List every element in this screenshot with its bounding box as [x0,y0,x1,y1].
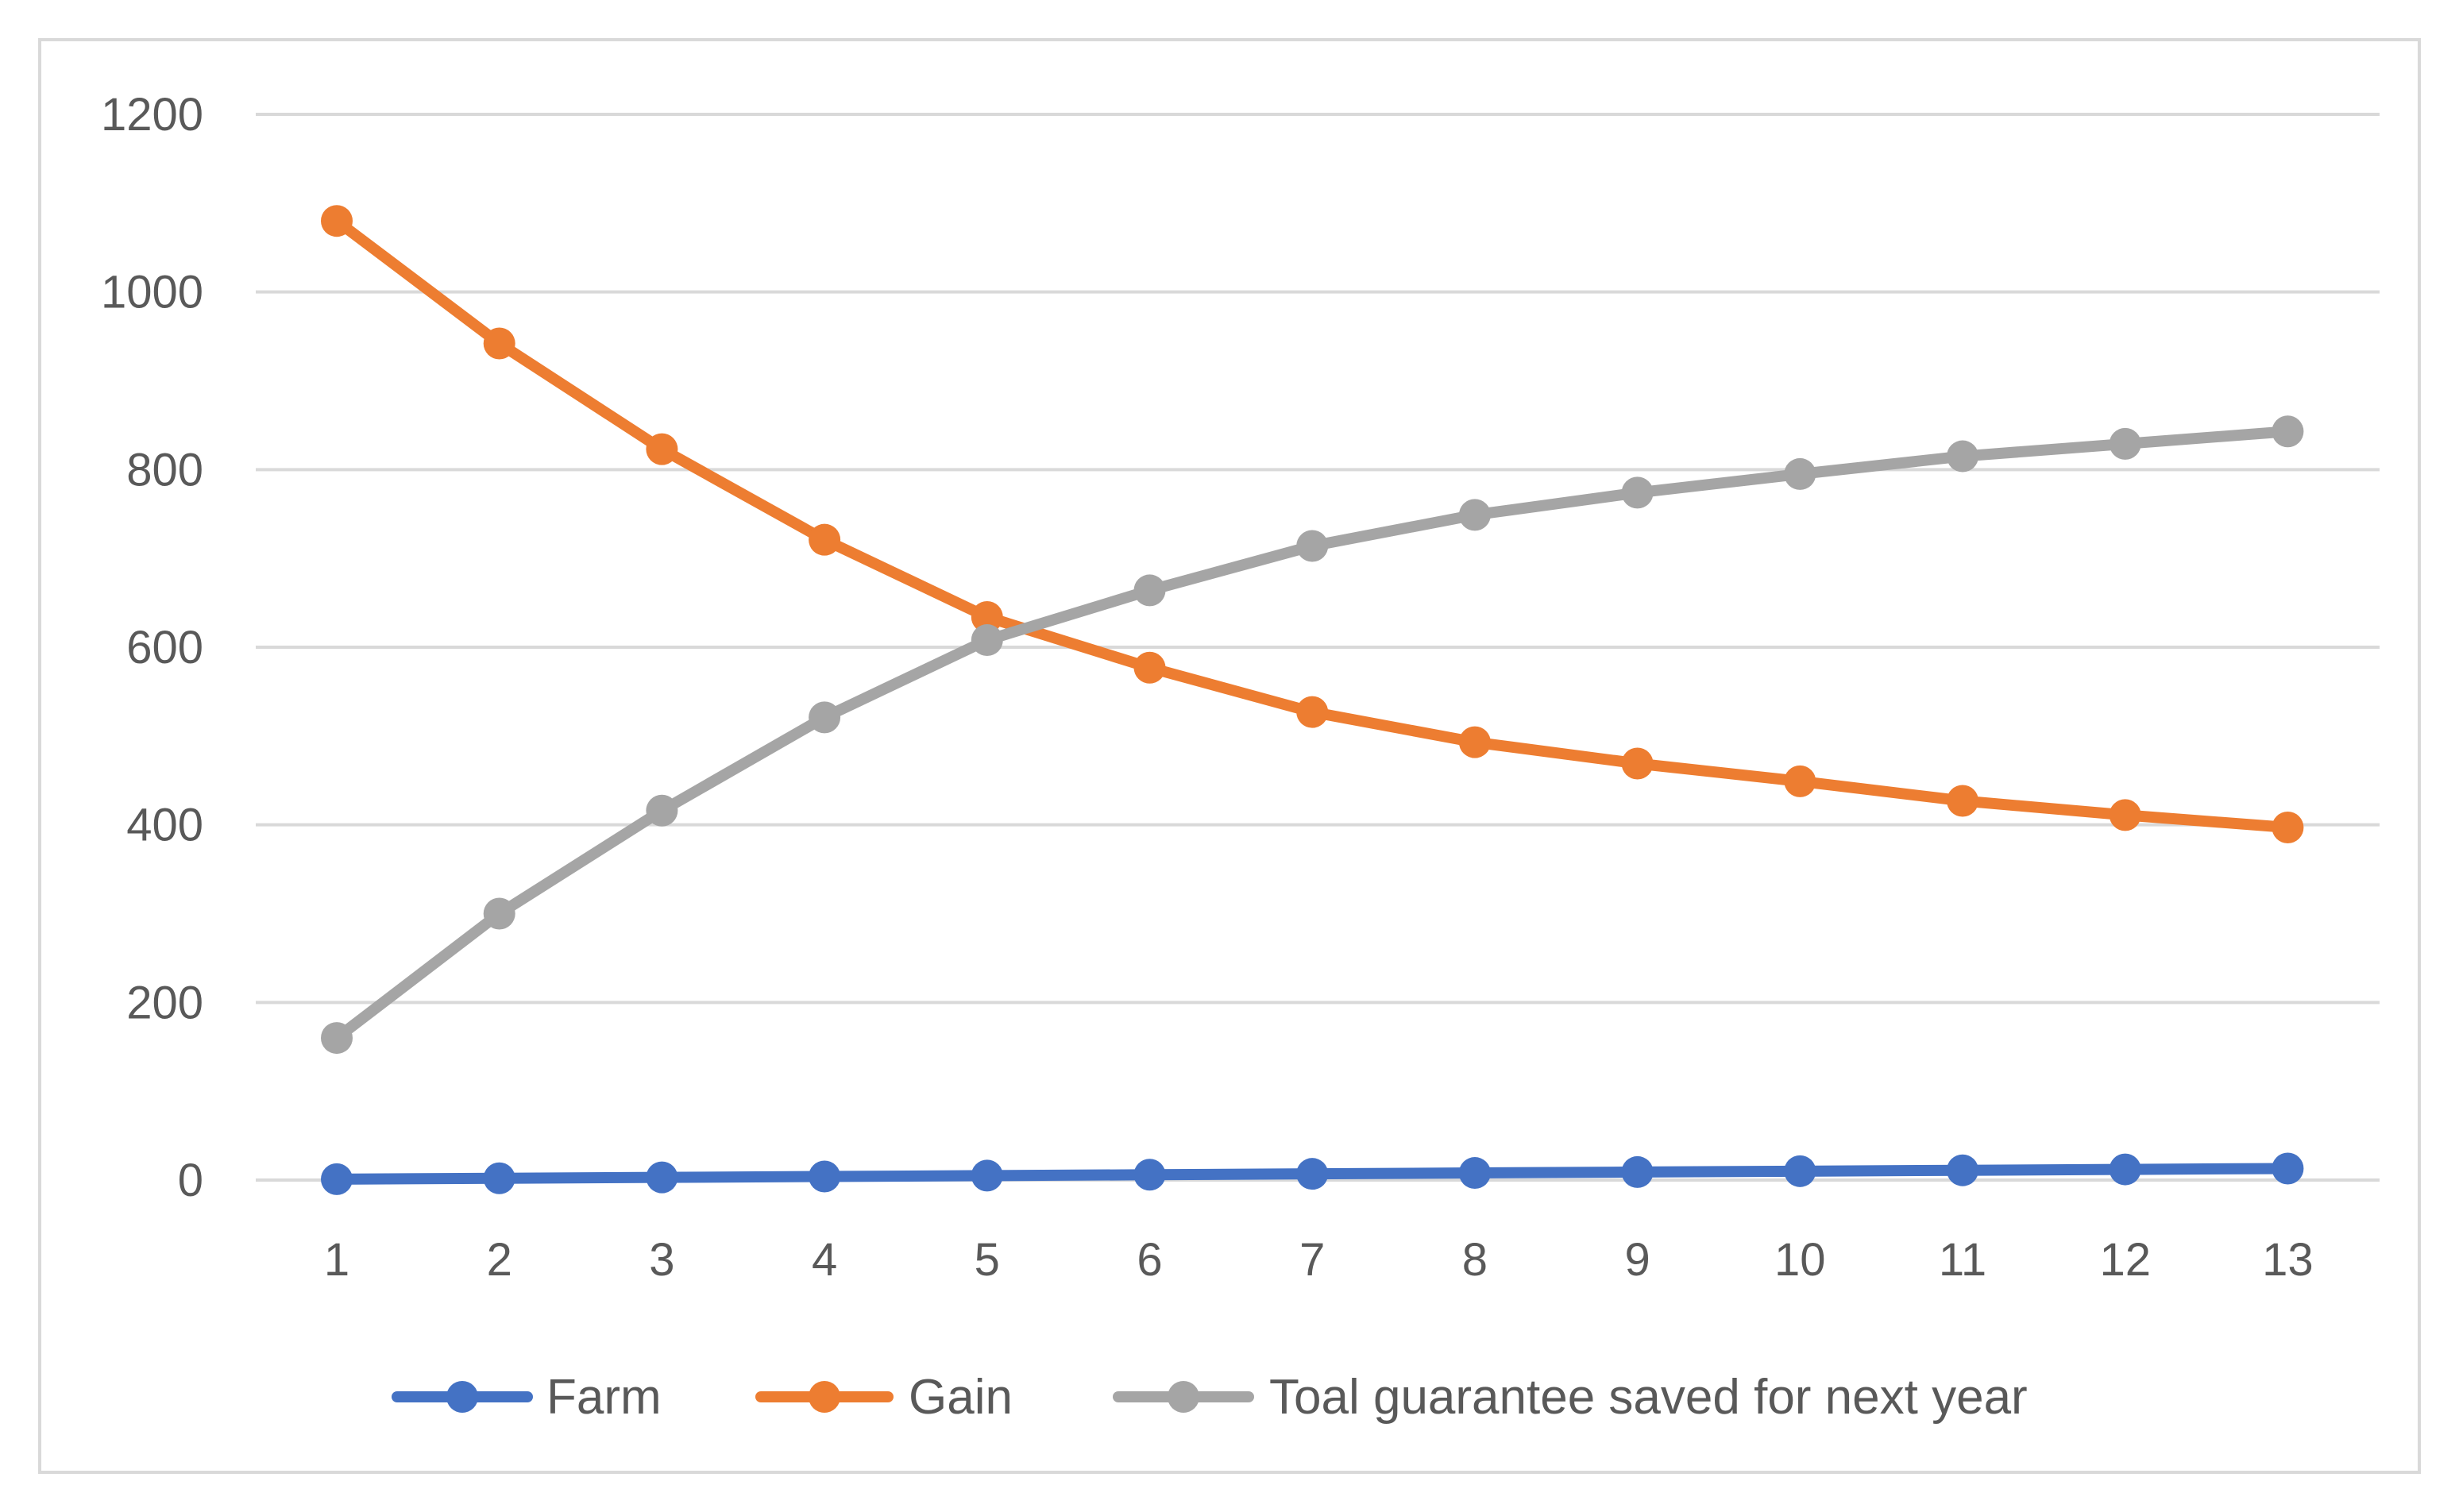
x-tick-label: 9 [1624,1234,1650,1286]
x-tick-label: 3 [649,1234,674,1286]
data-point [1784,1155,1816,1187]
data-point [1296,696,1329,728]
data-point [646,1161,678,1194]
data-point [1621,1155,1654,1188]
legend-marker [1168,1381,1199,1413]
data-point [2272,415,2304,448]
data-point [2272,812,2304,844]
y-tick-label: 200 [126,977,203,1028]
legend-item-2: Gain [755,1370,1013,1425]
legend-marker [446,1381,478,1413]
data-point [1947,785,1978,817]
y-tick-label: 1000 [101,267,203,318]
data-point [321,205,353,237]
data-point [646,794,678,827]
data-point [809,701,841,734]
x-axis-tick-labels: 1 2 3 4 5 6 7 8 9 10 11 12 13 [324,1234,2314,1286]
x-tick-label: 4 [812,1234,837,1286]
data-point [1458,1157,1491,1190]
data-point [1784,765,1816,797]
y-tick-label: 1200 [101,89,203,141]
series-line [331,215,2294,834]
y-tick-label: 600 [126,622,203,673]
chart-frame: 0 200 400 600 800 1000 1200 1 2 3 4 5 6 7 8 9 10 11 12 13 … [38,38,2421,1474]
data-point [2109,427,2141,460]
data-point [971,1159,1003,1192]
x-tick-label: 11 [1939,1234,1986,1286]
data-point [483,897,515,930]
legend-item-3: Toal guarantee saved for next year [1113,1370,2028,1425]
y-tick-label: 0 [178,1155,203,1206]
y-tick-label: 800 [126,444,203,496]
data-point [809,523,841,556]
data-point [809,1160,841,1193]
legend-label: Farm [546,1370,662,1425]
data-point [971,624,1003,657]
data-point [2109,799,2141,831]
x-tick-label: 12 [2099,1234,2151,1286]
data-point [971,600,1003,633]
data-point [2272,1152,2304,1185]
data-point [1133,651,1166,684]
data-point [1133,1159,1166,1191]
gridlines [256,113,2380,1182]
series-2 [321,205,2304,844]
x-tick-label: 6 [1137,1234,1162,1286]
data-point [483,1162,515,1194]
data-point [1296,530,1329,562]
x-tick-label: 1 [324,1234,349,1286]
legend-label: Gain [909,1370,1013,1425]
series-3 [321,415,2304,1055]
x-tick-label: 2 [487,1234,512,1286]
data-point [321,1163,353,1195]
data-point [1784,457,1816,490]
x-tick-label: 13 [2262,1234,2314,1286]
legend: Farm Gain Toal guarantee saved for next ye… [392,1370,2028,1425]
data-point [1458,499,1491,531]
y-tick-label: 400 [126,800,203,851]
data-point [1458,726,1491,758]
series-1 [321,1152,2304,1195]
data-point [1947,1154,1978,1186]
data-point [483,327,515,360]
data-point [1947,440,1978,472]
data-point [2109,1153,2141,1186]
legend-marker [809,1381,840,1413]
legend-label: Toal guarantee saved for next year [1269,1370,2028,1425]
x-tick-label: 10 [1774,1234,1826,1286]
x-tick-label: 7 [1299,1234,1325,1286]
data-point [1621,476,1654,509]
y-axis-tick-labels: 0 200 400 600 800 1000 1200 [101,89,203,1206]
data-point [646,433,678,465]
series-line [331,426,2294,1044]
x-tick-label: 8 [1462,1234,1488,1286]
data-point [1621,747,1654,780]
x-tick-label: 5 [975,1234,1000,1286]
data-point [321,1022,353,1055]
series-lines [321,205,2304,1195]
data-point [1296,1158,1329,1190]
data-point [1133,574,1166,607]
legend-item-1: Farm [392,1370,662,1425]
